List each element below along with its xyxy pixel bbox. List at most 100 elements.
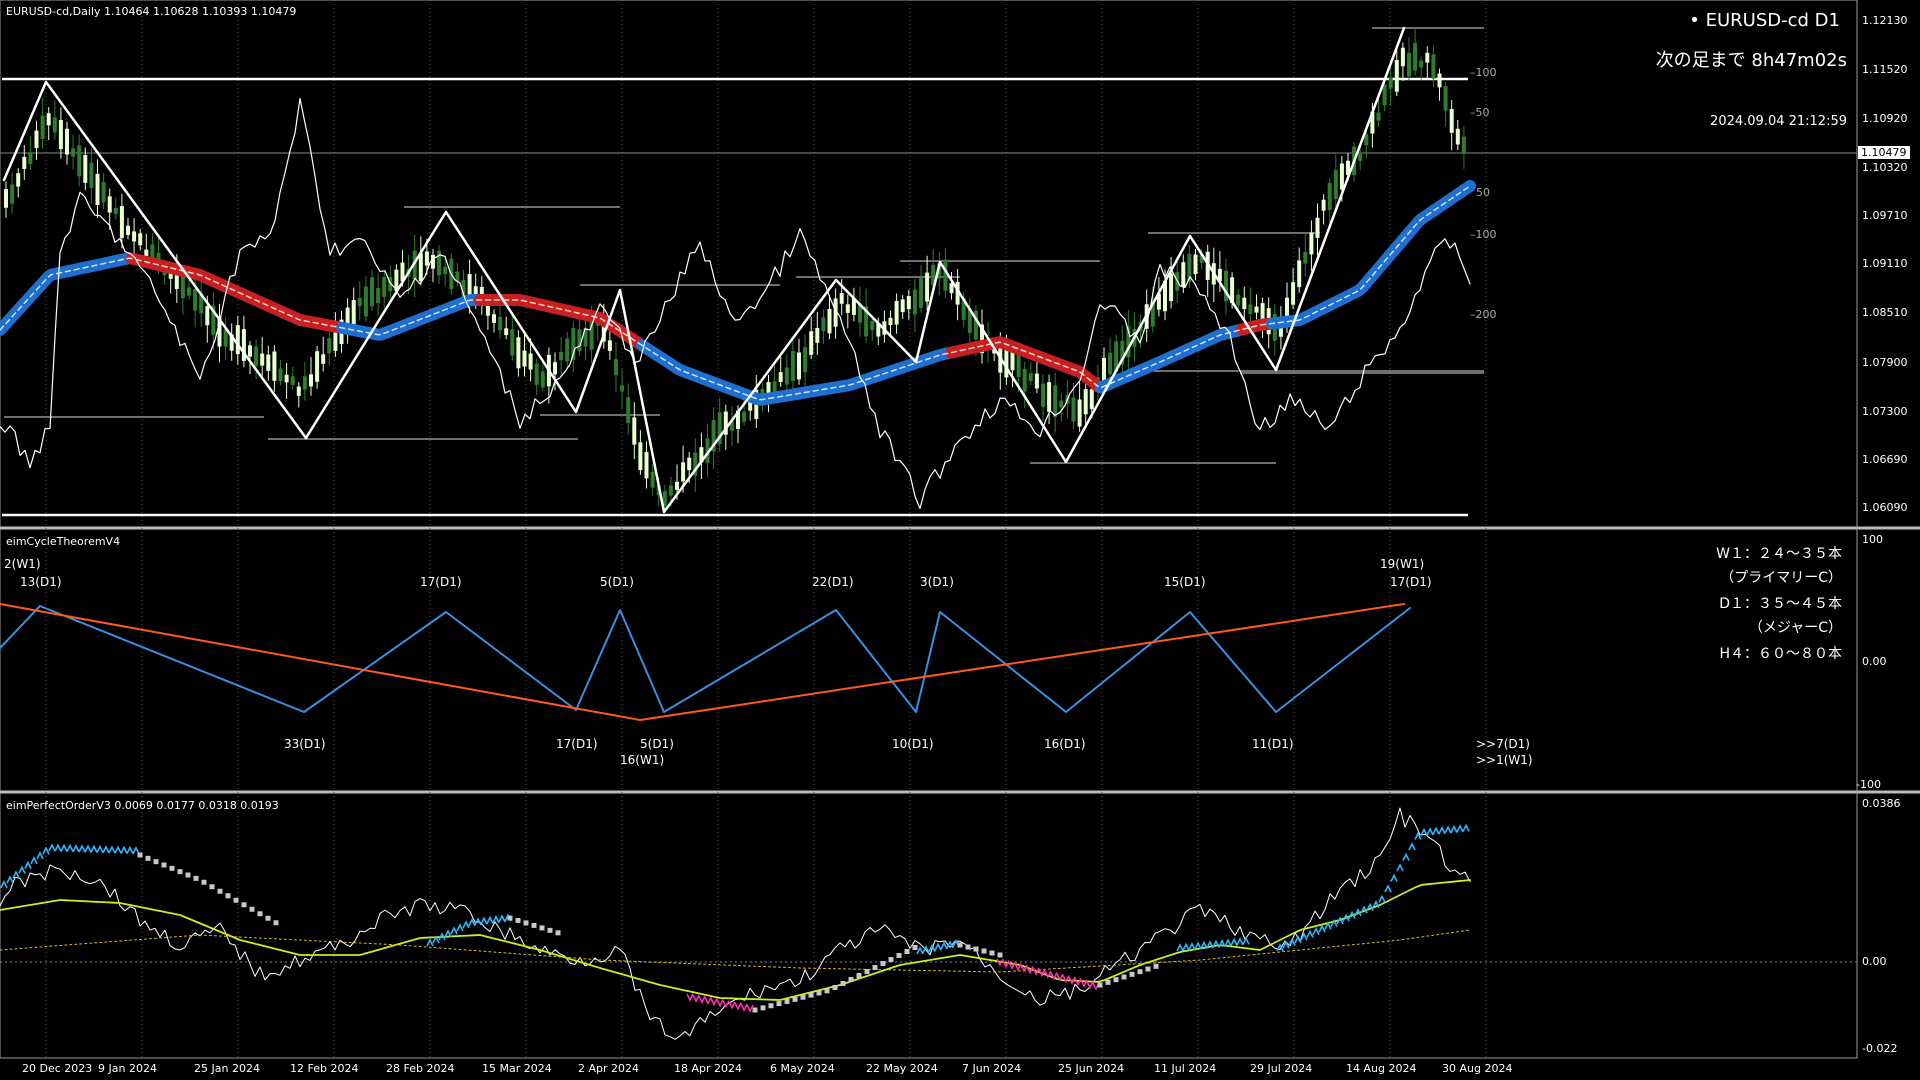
neutral-square-marker — [539, 925, 545, 931]
date-label: 11 Jul 2024 — [1154, 1062, 1217, 1075]
buy-arrow-marker — [450, 926, 458, 935]
candle-body — [284, 374, 289, 383]
neutral-square-marker — [193, 875, 199, 881]
candle-body — [858, 303, 862, 323]
candle-body — [876, 322, 881, 337]
candle-body — [418, 253, 423, 282]
candle-body — [254, 346, 259, 366]
current-price-tag: 1.10479 — [1858, 146, 1910, 159]
neutral-square-marker — [981, 948, 987, 954]
sell-arrow-marker — [740, 1003, 748, 1012]
price-label: 1.12130 — [1862, 14, 1908, 27]
cycle-bottom-label: >>1(W1) — [1476, 753, 1533, 767]
candle-body — [1333, 170, 1338, 199]
candle-body — [1413, 42, 1418, 71]
cycle-bottom-label: 33(D1) — [284, 737, 326, 751]
candle-body — [1260, 303, 1265, 328]
candle-body — [662, 491, 667, 507]
neutral-square-marker — [864, 969, 870, 974]
date-label: 18 Apr 2024 — [674, 1062, 743, 1075]
candle-body — [1449, 108, 1454, 133]
buy-arrow-marker — [1282, 940, 1290, 949]
candle-body — [302, 376, 307, 390]
cycle-top-label: 15(D1) — [1164, 575, 1206, 589]
candle-body — [748, 399, 753, 411]
candle-body — [1169, 273, 1174, 302]
buy-arrow-marker — [60, 843, 68, 852]
candle-body — [400, 262, 405, 282]
neutral-square-marker — [784, 998, 790, 1004]
candle-body — [22, 156, 27, 170]
overlay-label-text: 50 — [1475, 106, 1490, 119]
candle-body — [650, 471, 655, 488]
neutral-square-marker — [973, 946, 979, 952]
neutral-square-marker — [233, 897, 239, 903]
sell-arrow-marker — [716, 999, 724, 1008]
buy-arrow-marker — [474, 917, 482, 926]
price-label: 1.07900 — [1862, 356, 1908, 369]
sell-arrow-marker — [1032, 967, 1040, 976]
candle-body — [52, 117, 57, 133]
candle-body — [1309, 232, 1314, 255]
candle-body — [1346, 160, 1350, 176]
buy-arrow-marker — [1432, 826, 1440, 835]
sell-arrow-marker — [1068, 976, 1076, 985]
buy-arrow-marker — [54, 843, 62, 852]
candle-body — [290, 376, 295, 385]
candle-body — [827, 308, 832, 334]
moving-average-center — [0, 185, 1471, 401]
date-label: 22 May 2024 — [866, 1062, 938, 1075]
neutral-square-marker — [145, 855, 151, 861]
candle-body — [742, 411, 747, 422]
date-label: 2 Apr 2024 — [578, 1062, 640, 1075]
buy-arrow-marker — [72, 844, 80, 853]
price-label: 1.09110 — [1862, 257, 1908, 270]
buy-arrow-marker — [444, 929, 452, 938]
candle-body — [34, 130, 39, 149]
candle-body — [437, 250, 442, 276]
candle-body — [1419, 60, 1424, 68]
candle-body — [516, 337, 521, 369]
perfect-order-mid-line — [0, 879, 1471, 1001]
neutral-square-marker — [257, 911, 263, 917]
neutral-square-marker — [1121, 974, 1127, 980]
neutral-square-marker — [768, 1003, 774, 1009]
buy-arrow-marker — [1438, 826, 1446, 835]
cycle-scale: 100 — [1862, 533, 1883, 546]
price-label: 1.06690 — [1862, 453, 1908, 466]
candle-body — [607, 340, 612, 351]
candle-body — [1071, 397, 1076, 422]
candle-body — [589, 318, 594, 350]
candle-body — [205, 306, 210, 326]
neutral-square-marker — [153, 859, 159, 865]
candle-body — [1358, 154, 1363, 161]
candle-body — [309, 374, 313, 387]
buy-arrow-marker — [48, 843, 56, 852]
candle-body — [1041, 383, 1045, 407]
candle-body — [711, 420, 716, 452]
candle-body — [534, 363, 539, 385]
candle-body — [723, 411, 728, 435]
candle-body — [193, 289, 198, 311]
candle-body — [522, 350, 527, 367]
sell-arrow-marker — [1020, 964, 1028, 973]
overlay-label-text: 200 — [1475, 308, 1497, 321]
bar-countdown: 次の足まで 8h47m02s — [1655, 50, 1847, 71]
buy-arrow-marker — [1188, 942, 1196, 951]
buy-arrow-marker — [36, 851, 44, 860]
date-label: 25 Jan 2024 — [194, 1062, 260, 1075]
candle-body — [376, 288, 381, 304]
cycle-top-label: 3(D1) — [920, 575, 954, 589]
candle-body — [1181, 262, 1186, 287]
date-label: 25 Jun 2024 — [1058, 1062, 1125, 1075]
candle-body — [620, 385, 625, 392]
candle-body — [851, 297, 856, 315]
buy-arrow-marker — [1194, 941, 1202, 950]
cycle-bottom-label: 16(D1) — [1044, 737, 1086, 751]
neutral-square-marker — [808, 992, 814, 998]
candle-body — [1285, 297, 1289, 324]
candle-body — [565, 338, 570, 362]
cycle-bottom-label: 10(D1) — [892, 737, 934, 751]
buy-arrow-marker — [1378, 894, 1386, 903]
